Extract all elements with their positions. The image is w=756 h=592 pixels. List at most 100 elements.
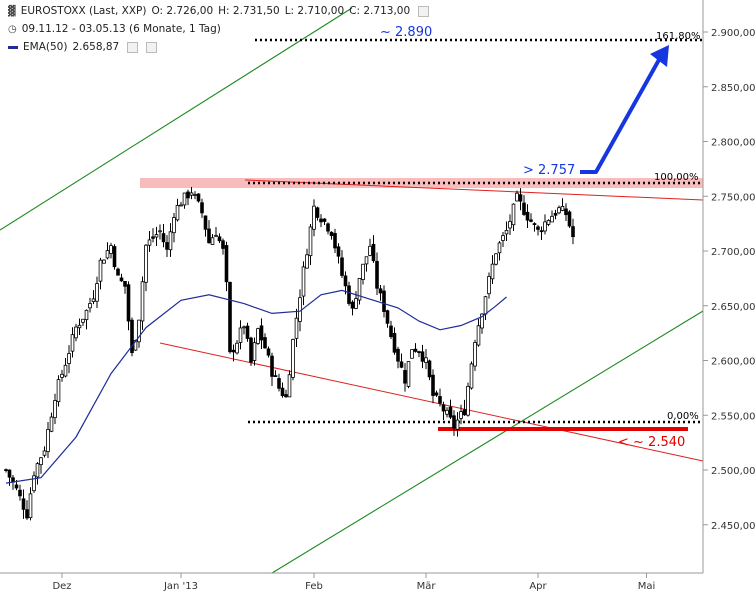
- candle-body: [105, 250, 110, 259]
- candle-body: [532, 223, 537, 226]
- candle-body: [294, 317, 299, 339]
- candle-body: [301, 266, 306, 297]
- candle-body: [147, 239, 152, 246]
- candle-body: [235, 342, 239, 354]
- resistance-band: [140, 178, 703, 188]
- candle-body: [35, 463, 40, 478]
- candle-body: [88, 303, 92, 309]
- candle-body: [287, 374, 292, 398]
- y-tick-label: 2.500,00: [711, 466, 756, 477]
- candle-body: [515, 192, 519, 202]
- candle-body: [543, 221, 547, 232]
- candle-body: [399, 361, 404, 368]
- candle-body: [46, 429, 50, 453]
- candle-body: [25, 509, 29, 519]
- x-tick-label: Apr: [529, 581, 547, 592]
- candle-body: [98, 259, 103, 282]
- candle-body: [7, 469, 12, 478]
- green-lower-trendline: [271, 310, 704, 574]
- candle-body: [406, 361, 411, 387]
- gear-icon[interactable]: [418, 5, 430, 17]
- candle-body: [354, 298, 358, 309]
- candle-body: [21, 498, 26, 510]
- candle-body: [466, 385, 470, 416]
- annotation-fib-0: 0,00%: [667, 411, 699, 422]
- candle-body: [256, 328, 260, 344]
- y-tick-label: 2.650,00: [711, 302, 756, 313]
- candle-body: [497, 242, 502, 254]
- candle-body: [242, 326, 246, 329]
- y-axis: 2.900,00 2.850,00 2.800,00 2.750,00 2.700,00…: [702, 0, 756, 573]
- candle-body: [525, 211, 530, 221]
- clock-icon: ◷: [8, 23, 17, 35]
- candlestick-icon: ▓: [8, 5, 16, 17]
- candle-body: [350, 301, 355, 309]
- candle-body: [480, 313, 484, 329]
- candle-body: [511, 203, 516, 226]
- candle-body: [81, 318, 85, 323]
- candle-body: [63, 364, 68, 377]
- candle-body: [32, 475, 36, 492]
- y-tick-label: 2.450,00: [711, 521, 756, 532]
- candle-body: [144, 244, 148, 283]
- symbol-label: EUROSTOXX (Last, XXP): [20, 5, 147, 17]
- annotation-breakout: > 2.757: [523, 163, 575, 178]
- candle-body: [112, 246, 117, 268]
- annotation-target: ~ 2.890: [380, 25, 432, 40]
- candle-body: [557, 207, 561, 214]
- candle-body: [266, 348, 271, 356]
- candle-body: [186, 191, 190, 199]
- ema-line: [5, 289, 507, 484]
- ema-swatch: [8, 45, 18, 49]
- candle-body: [154, 234, 159, 238]
- candle-body: [487, 276, 491, 295]
- candle-body: [452, 415, 456, 429]
- close-icon[interactable]: [146, 41, 158, 53]
- candle-body: [347, 285, 351, 304]
- candle-body: [473, 342, 477, 367]
- y-tick-label: 2.550,00: [711, 411, 756, 422]
- candle-body: [378, 288, 383, 294]
- candle-body: [340, 257, 344, 276]
- candle-body: [91, 298, 96, 302]
- candle-body: [18, 489, 22, 497]
- open-value: O: 2.726,00: [151, 5, 214, 17]
- candle-body: [567, 211, 572, 227]
- candle-body: [529, 219, 533, 222]
- candle-body: [126, 284, 131, 322]
- candle-body: [123, 281, 127, 287]
- candle-body: [403, 370, 407, 384]
- candle-body: [28, 493, 33, 519]
- close-value: C: 2.713,00: [349, 5, 411, 17]
- settings-icon[interactable]: [127, 41, 139, 53]
- candle-body: [203, 215, 208, 230]
- candle-body: [140, 281, 145, 322]
- candle-body: [326, 223, 330, 232]
- candle-body: [441, 404, 446, 412]
- candle-body: [182, 192, 187, 206]
- date-range-label: 09.11.12 - 03.05.13 (6 Monate, 1 Tag): [21, 23, 221, 35]
- low-value: L: 2.710,00: [284, 5, 345, 17]
- candle-body: [151, 236, 155, 239]
- candle-body: [522, 202, 526, 215]
- x-tick-label: Mär: [417, 581, 437, 592]
- candle-body: [438, 396, 442, 404]
- x-tick-label: Jan '13: [163, 581, 198, 592]
- candle-body: [455, 419, 460, 430]
- candle-body: [165, 242, 169, 250]
- candle-body: [427, 360, 432, 378]
- candle-body: [319, 218, 323, 223]
- projection-arrow: [580, 57, 662, 174]
- candle-body: [312, 205, 316, 230]
- candle-body: [95, 283, 99, 302]
- candle-body: [539, 230, 544, 233]
- candle-body: [270, 355, 274, 377]
- candle-body: [550, 215, 554, 223]
- header-row-3: EMA(50) 2.658,87: [8, 41, 158, 53]
- candle-body: [410, 349, 414, 359]
- candle-body: [39, 457, 43, 466]
- candle-body: [462, 409, 467, 416]
- candle-body: [189, 192, 194, 196]
- candle-body: [130, 319, 134, 354]
- y-tick-label: 2.750,00: [711, 192, 756, 203]
